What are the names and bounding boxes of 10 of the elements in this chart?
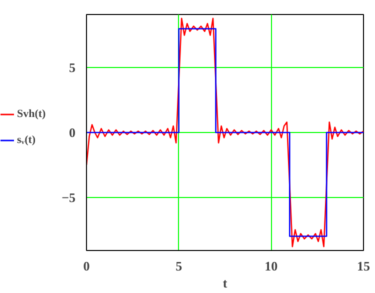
x-tick-label: 5 [176, 258, 183, 274]
y-tick-label: 5 [69, 60, 76, 76]
x-tick-label: 15 [357, 258, 370, 274]
x-axis-title: t [222, 276, 228, 290]
y-tick-label: 0 [69, 125, 76, 140]
y-tick-label: −5 [62, 190, 76, 205]
x-tick-label: 10 [264, 258, 278, 274]
legend-label: Svh(t) [17, 108, 46, 120]
legend-label: sᵥ(t) [17, 134, 37, 146]
x-tick-label: 0 [83, 258, 90, 274]
